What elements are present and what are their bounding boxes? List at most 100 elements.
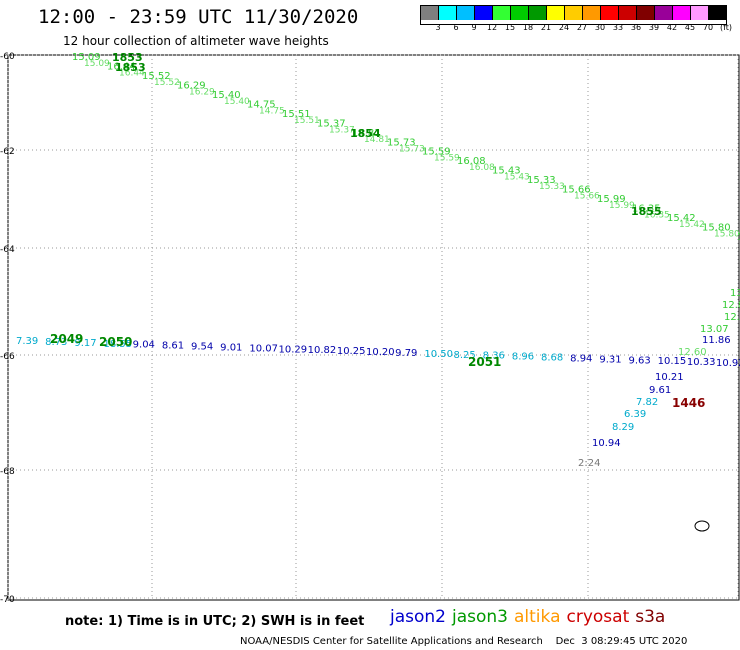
wave-height-label: 10.33 xyxy=(687,357,716,368)
time-label: 1446 xyxy=(672,396,705,410)
wave-height-label: 15.42 xyxy=(679,220,705,230)
wave-height-label: 9.04 xyxy=(133,340,155,351)
wave-height-label: 16.44 xyxy=(107,61,136,72)
color-swatch xyxy=(637,6,655,20)
wave-height-label: 9.61 xyxy=(649,385,671,396)
wave-height-label: 7.39 xyxy=(16,336,38,347)
wave-height-label: 15.43 xyxy=(504,173,530,183)
wave-height-label: 15.80 xyxy=(702,223,731,234)
wave-height-label: 15.42 xyxy=(667,213,696,224)
time-label: 2049 xyxy=(50,332,83,346)
lat-tick-label: -70 xyxy=(0,595,15,605)
wave-height-label: 12.8 xyxy=(722,300,740,311)
wave-height-label: 10.94 xyxy=(592,438,621,449)
wave-height-label: 15.99 xyxy=(597,194,626,205)
wave-height-label: 8.36 xyxy=(483,351,505,362)
wave-height-label: 14.75 xyxy=(259,106,285,116)
color-swatch xyxy=(457,6,475,20)
wave-height-label: 9.54 xyxy=(191,342,213,353)
color-scale-label: 42 xyxy=(666,23,678,32)
wave-height-label: 9.63 xyxy=(629,355,651,366)
color-scale-label: 70 xyxy=(702,23,714,32)
page-title: 12:00 - 23:59 UTC 11/30/2020 xyxy=(38,6,359,28)
color-swatch xyxy=(475,6,493,20)
footer-note: note: 1) Time is in UTC; 2) SWH is in fe… xyxy=(65,614,365,629)
island-outline xyxy=(694,520,710,532)
wave-height-label: 12.60 xyxy=(678,347,707,358)
wave-height-label: 8.68 xyxy=(541,353,563,364)
color-swatch xyxy=(511,6,529,20)
wave-height-label: 6.39 xyxy=(624,409,646,420)
time-label: 1853 xyxy=(115,61,146,74)
wave-height-label: 15.59 xyxy=(434,154,460,164)
color-scale-label: 6 xyxy=(453,23,459,32)
satellite-legend: jason2 jason3 altika cryosat s3a xyxy=(390,607,671,627)
satellite-legend-item: jason3 xyxy=(452,607,508,627)
color-scale-label: 24 xyxy=(558,23,570,32)
wave-height-label: 7.82 xyxy=(636,397,658,408)
color-swatch xyxy=(421,6,439,20)
wave-height-label: 13 xyxy=(730,288,740,299)
wave-height-label: 8.61 xyxy=(162,341,184,352)
color-scale-label: 12 xyxy=(486,23,498,32)
satellite-legend-item: cryosat xyxy=(566,607,630,627)
wave-height-label: 16.44 xyxy=(119,68,145,78)
color-scale-label: 33 xyxy=(612,23,624,32)
time-label: 2051 xyxy=(468,355,501,369)
wave-height-label: 15.09 xyxy=(84,59,110,69)
satellite-legend-item: s3a xyxy=(635,607,666,627)
wave-height-label: 9.79 xyxy=(395,348,417,359)
color-swatch xyxy=(709,6,726,20)
wave-height-label: 18.55 xyxy=(104,339,133,350)
wave-height-label: 10.20 xyxy=(366,347,395,358)
color-swatch xyxy=(529,6,547,20)
wave-height-label: 11.86 xyxy=(702,335,731,346)
wave-height-label: 16.29 xyxy=(189,87,215,97)
wave-height-label: 14.81 xyxy=(364,135,390,145)
time-label: 1854 xyxy=(350,127,381,140)
color-scale-label: 18 xyxy=(522,23,534,32)
wave-height-label: 14.81 xyxy=(352,128,381,139)
wave-height-label: 8.73 xyxy=(45,337,67,348)
wave-height-label: 15.6 xyxy=(737,232,740,243)
time-label: 1855 xyxy=(631,205,662,218)
lat-tick-label: -68 xyxy=(0,467,15,477)
satellite-legend-item: altika xyxy=(514,607,561,627)
color-scale-label: 39 xyxy=(648,23,660,32)
wave-height-label: 15.52 xyxy=(142,71,171,82)
wave-height-label: 9.17 xyxy=(74,338,96,349)
color-swatch xyxy=(601,6,619,20)
color-scale-label: 15 xyxy=(504,23,516,32)
wave-height-label: 10.29 xyxy=(279,344,308,355)
wave-height-label: 10.15 xyxy=(658,356,687,367)
wave-height-label: 15.73 xyxy=(387,137,416,148)
lat-tick-label: -60 xyxy=(0,52,15,62)
color-swatch xyxy=(565,6,583,20)
color-scale-bar xyxy=(420,5,727,25)
color-scale-label: 36 xyxy=(630,23,642,32)
wave-height-label: 16.29 xyxy=(177,80,206,91)
wave-height-label: 15.80 xyxy=(714,230,740,240)
wave-height-label: 15.09 xyxy=(72,52,101,63)
wave-height-label: 15.40 xyxy=(224,97,250,107)
wave-height-label: 15.59 xyxy=(422,147,451,158)
wave-height-label: 15.33 xyxy=(527,175,556,186)
lat-tick-label: -62 xyxy=(0,147,15,157)
wave-height-map: -60-62-64-66-68-70-105-102-99-96-93-9015… xyxy=(0,51,740,605)
color-scale-label: 45 xyxy=(684,23,696,32)
wave-height-label: 10.82 xyxy=(308,345,337,356)
wave-height-label: 8.94 xyxy=(570,353,592,364)
color-swatch xyxy=(619,6,637,20)
color-swatch xyxy=(691,6,709,20)
wave-height-label: 15.33 xyxy=(539,182,565,192)
color-swatch xyxy=(583,6,601,20)
wave-height-label: 15.73 xyxy=(399,144,425,154)
lat-tick-label: -66 xyxy=(0,352,15,362)
wave-height-label: 16.08 xyxy=(469,163,495,173)
wave-height-label: 10.25 xyxy=(337,346,366,357)
wave-height-label: 15.40 xyxy=(212,90,241,101)
wave-height-label: 15.37 xyxy=(329,125,355,135)
color-swatch xyxy=(655,6,673,20)
wave-height-label: 8.96 xyxy=(512,352,534,363)
color-swatch xyxy=(673,6,691,20)
